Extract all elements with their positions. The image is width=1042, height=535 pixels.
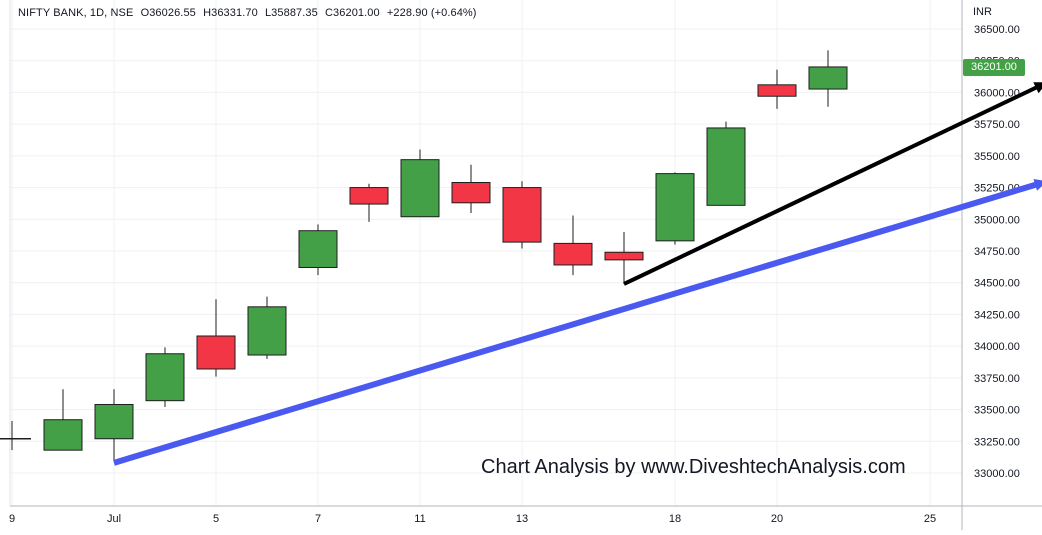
x-tick-label: 20: [771, 513, 783, 525]
candle-up: [43, 419, 83, 451]
x-tick-label: 7: [315, 513, 321, 525]
candle-up: [655, 173, 695, 242]
black-trendline-arrowhead[interactable]: [1033, 82, 1042, 94]
candle-up: [808, 66, 848, 90]
y-tick-label: 33750.00: [974, 373, 1020, 385]
x-tick-label: Jul: [107, 513, 121, 525]
x-tick-label: 11: [414, 513, 425, 525]
candle-up: [247, 306, 287, 356]
candle-down: [502, 187, 542, 243]
y-tick-label: 33000.00: [974, 468, 1020, 480]
candle-up: [400, 159, 440, 218]
x-tick-label: 9: [9, 513, 15, 525]
y-tick-label: 33500.00: [974, 405, 1020, 417]
y-tick-label: 35750.00: [974, 119, 1020, 131]
blue-trendline-line[interactable]: [113, 181, 1039, 466]
x-tick-label: 13: [516, 513, 528, 525]
y-tick-label: 34000.00: [974, 341, 1020, 353]
y-tick-label: 35500.00: [974, 151, 1020, 163]
y-tick-label: 36500.00: [974, 24, 1020, 36]
last-price-badge: 36201.00: [963, 59, 1025, 76]
candle-down: [196, 335, 236, 370]
y-tick-label: 33250.00: [974, 436, 1020, 448]
legend-low: L35887.35: [264, 7, 318, 19]
y-tick-label: 35000.00: [974, 214, 1020, 226]
candle-up: [706, 127, 746, 206]
x-tick-label: 5: [213, 513, 219, 525]
candles-layer: [0, 50, 848, 462]
x-tick-label: 25: [924, 513, 936, 525]
candle-down: [604, 251, 644, 261]
y-tick-label: 34750.00: [974, 246, 1020, 258]
candle-up: [94, 403, 134, 440]
x-tick-label: 18: [669, 513, 681, 525]
black-trendline-line[interactable]: [623, 84, 1040, 286]
legend-change: +228.90 (+0.64%): [386, 7, 477, 19]
candle-down: [451, 181, 491, 204]
legend-high: H36331.70: [203, 7, 258, 19]
candle-up: [145, 353, 185, 402]
trendlines-layer[interactable]: [113, 82, 1042, 466]
y-tick-label: 34500.00: [974, 278, 1020, 290]
legend-symbol: NIFTY BANK, 1D, NSE: [18, 7, 134, 19]
candle-down: [757, 84, 797, 97]
watermark-text: Chart Analysis by www.DiveshtechAnalysis…: [481, 456, 906, 478]
candle-down: [553, 242, 593, 266]
candle-up: [298, 230, 338, 268]
blue-trendline-arrowhead[interactable]: [1033, 179, 1042, 191]
y-tick-label: 36000.00: [974, 87, 1020, 99]
currency-label: INR: [973, 6, 992, 18]
legend-open: O36026.55: [140, 7, 196, 19]
symbol-legend: NIFTY BANK, 1D, NSE O36026.55 H36331.70 …: [18, 7, 481, 19]
legend-close: C36201.00: [325, 7, 380, 19]
y-tick-label: 34250.00: [974, 309, 1020, 321]
candle-down: [349, 187, 389, 205]
chart-axes: 36500.0036250.0036000.0035750.0035500.00…: [9, 0, 1042, 530]
